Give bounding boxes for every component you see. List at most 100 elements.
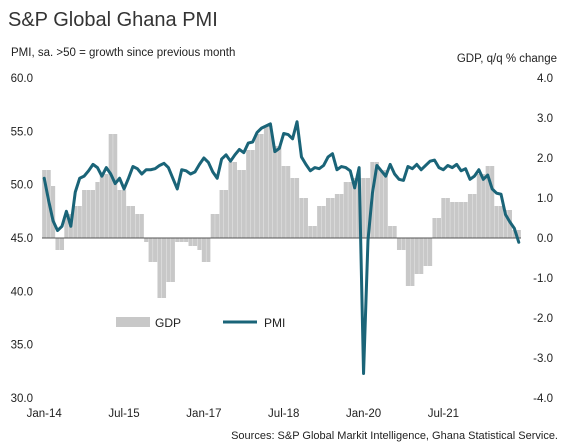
gdp-bar — [206, 238, 211, 262]
gdp-bar — [503, 210, 508, 238]
gdp-bar — [423, 238, 428, 266]
gdp-bar — [436, 218, 442, 238]
right-tick-label: -3.0 — [533, 353, 553, 365]
right-tick-label: -1.0 — [533, 273, 553, 285]
gdp-bar — [64, 214, 69, 238]
right-tick-label: 3.0 — [537, 113, 553, 125]
gdp-bar — [192, 238, 198, 246]
gdp-bar — [312, 226, 317, 238]
gdp-bar — [419, 238, 424, 274]
gdp-bar — [463, 202, 468, 238]
gdp-bar — [317, 206, 322, 238]
x-tick-label: Jul-21 — [428, 408, 459, 420]
x-tick-label: Jul-18 — [268, 408, 299, 420]
gdp-bar — [481, 174, 486, 238]
gdp-bar — [153, 238, 158, 262]
gdp-bar — [184, 238, 189, 242]
gdp-bar — [210, 214, 215, 238]
gdp-bar — [166, 238, 171, 282]
gdp-bar — [410, 238, 415, 286]
left-tick-label: 50.0 — [11, 180, 33, 192]
legend-gdp-label: GDP — [155, 316, 181, 330]
gdp-bar — [383, 170, 388, 238]
gdp-bar — [396, 238, 402, 250]
gdp-bar — [113, 134, 118, 238]
gdp-bar — [467, 194, 473, 238]
gdp-bar — [219, 190, 224, 238]
gdp-bar — [343, 182, 348, 238]
gdp-bar — [414, 238, 419, 274]
legend-pmi-label: PMI — [264, 316, 285, 330]
x-axis-ticks: Jan-14 Jul-15 Jan-17 Jul-18 Jan-20 Jul-21 — [27, 408, 459, 420]
gdp-bar — [348, 182, 353, 238]
gdp-bar — [428, 238, 433, 266]
gdp-bar — [223, 190, 229, 238]
gdp-bar — [95, 182, 100, 238]
gdp-bar — [450, 202, 455, 238]
gdp-bar — [51, 186, 56, 238]
gdp-bar — [454, 202, 459, 238]
gdp-bar — [237, 170, 242, 238]
gdp-bar — [201, 238, 206, 262]
gdp-bar — [512, 230, 517, 238]
gdp-bar — [441, 198, 446, 238]
gdp-bar — [405, 238, 410, 286]
gdp-bars — [42, 126, 521, 298]
gdp-bar — [232, 162, 237, 238]
gdp-bar — [121, 190, 127, 238]
gdp-bar — [59, 238, 65, 250]
gdp-bar — [126, 206, 131, 238]
gdp-bar — [432, 218, 437, 238]
gdp-bar — [148, 238, 153, 262]
right-tick-label: 0.0 — [537, 233, 553, 245]
gdp-bar — [241, 170, 246, 238]
gdp-bar — [175, 238, 180, 242]
gdp-bar — [272, 146, 277, 238]
gdp-bar — [179, 238, 184, 242]
left-tick-label: 30.0 — [11, 393, 33, 405]
gdp-bar — [73, 206, 78, 238]
gdp-bar — [339, 194, 344, 238]
gdp-bar — [445, 198, 450, 238]
x-tick-label: Jan-14 — [27, 408, 63, 420]
gdp-bar — [161, 238, 167, 298]
gdp-bar — [228, 162, 233, 238]
gdp-bar — [277, 146, 282, 238]
gdp-bar — [77, 206, 82, 238]
gdp-bar — [263, 126, 269, 238]
left-axis-label: PMI, sa. >50 = growth since previous mon… — [11, 47, 235, 59]
gdp-bar — [104, 174, 109, 238]
left-tick-label: 40.0 — [11, 286, 33, 298]
gdp-bar — [485, 166, 490, 238]
right-tick-label: -4.0 — [533, 393, 553, 405]
gdp-bar — [250, 150, 255, 238]
gdp-bar — [516, 230, 521, 238]
gdp-bar — [197, 238, 202, 250]
left-tick-label: 55.0 — [11, 126, 33, 138]
left-tick-label: 45.0 — [11, 233, 33, 245]
gdp-bar — [281, 166, 286, 238]
gdp-bar — [326, 198, 331, 238]
gdp-bar — [135, 214, 140, 238]
gdp-bar — [82, 190, 87, 238]
gdp-bar — [99, 174, 104, 238]
gdp-bar — [86, 190, 91, 238]
gdp-bar — [139, 214, 144, 238]
gdp-bar — [388, 226, 393, 238]
gdp-bar — [334, 194, 340, 238]
x-tick-label: Jan-17 — [186, 408, 221, 420]
right-tick-label: 2.0 — [537, 153, 553, 165]
gdp-bar — [330, 198, 335, 238]
gdp-bar — [401, 238, 406, 250]
gdp-bar — [290, 178, 295, 238]
gdp-bar — [246, 150, 251, 238]
gdp-bar — [130, 206, 135, 238]
gdp-bar — [361, 178, 366, 238]
x-tick-label: Jul-15 — [108, 408, 139, 420]
gdp-bar — [42, 170, 47, 238]
right-tick-label: 1.0 — [537, 193, 553, 205]
gdp-bar — [365, 178, 371, 238]
gdp-bar — [215, 214, 220, 238]
gdp-bar — [268, 126, 273, 238]
left-tick-label: 60.0 — [11, 73, 33, 85]
